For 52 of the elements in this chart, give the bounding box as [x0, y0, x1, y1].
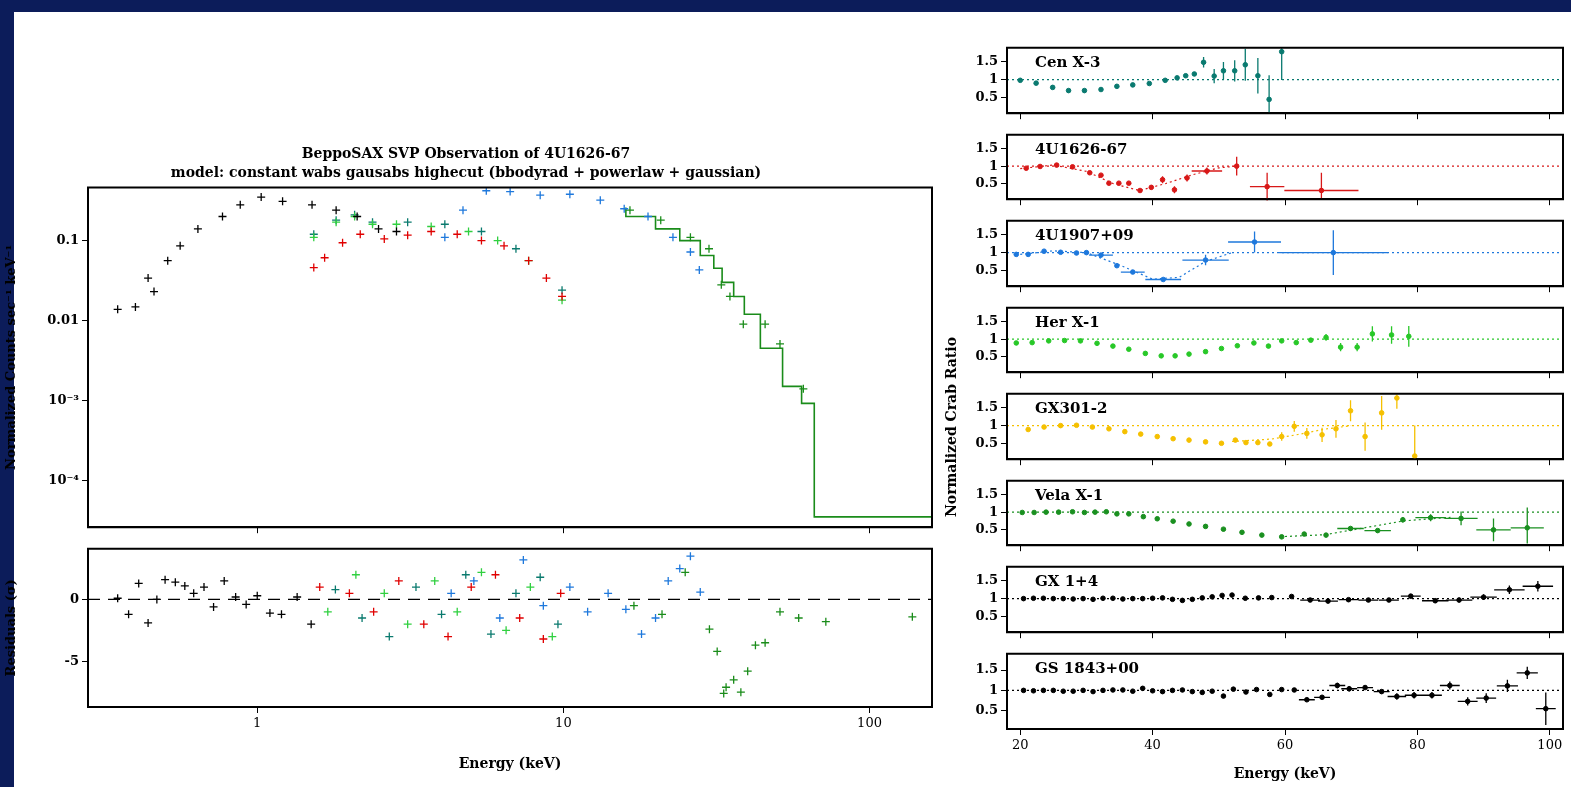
y-tick-label: 0.5: [975, 347, 998, 363]
chart-title: Vela X-1: [1034, 486, 1104, 505]
y-tick-label: 0.5: [975, 702, 998, 718]
y-tick-label: 1: [988, 243, 998, 259]
x-tick-label: 20: [1011, 737, 1029, 753]
y-tick-label: 1: [988, 589, 998, 605]
y-tick-label: -5: [64, 652, 79, 668]
y-tick-label: 1.5: [975, 313, 998, 329]
text: GX 1+4: [1035, 572, 1099, 591]
y-tick-label: 1.5: [975, 399, 998, 415]
y-tick-label: 1.5: [975, 661, 998, 677]
y-tick-label: 1: [988, 70, 998, 86]
y-tick-label: 1: [988, 681, 998, 697]
chart-title: GS 1843+00: [1035, 659, 1140, 678]
x-axis-title: Energy (keV): [1233, 765, 1337, 782]
chart-subtitle: model: constant wabs gausabs highecut (bbodyrad + powerlaw + gaussian): [170, 163, 762, 180]
chart-title: Her X-1: [1035, 313, 1100, 332]
x-tick-label: 10: [555, 715, 572, 731]
y-tick-label: 1.5: [975, 226, 998, 242]
x-tick-label: 80: [1409, 737, 1426, 753]
y-tick-label: 0.1: [56, 231, 79, 247]
x-axis-title: Energy (keV): [458, 755, 562, 772]
y-tick-label: 1: [988, 503, 998, 519]
x-tick-label: 60: [1276, 737, 1294, 753]
text: GX301-2: [1035, 399, 1108, 418]
y-tick-label: 0.5: [975, 88, 998, 104]
y-tick-label: 0.5: [975, 261, 998, 277]
chart-title: BeppoSAX SVP Observation of 4U1626-67: [301, 145, 631, 162]
y-axis-title: Residuals (σ): [3, 579, 19, 677]
y-tick-label: 1.5: [975, 486, 998, 502]
x-tick-label: 100: [1537, 737, 1563, 753]
y-tick-label: 1: [988, 330, 998, 346]
y-tick-label: 0.5: [975, 174, 998, 190]
y-axis-title: Normalized Crab Ratio: [943, 337, 959, 517]
y-tick-label: 0.5: [975, 520, 998, 536]
x-tick-label: 1: [253, 715, 262, 731]
y-tick-label: 0.5: [975, 434, 998, 450]
text: Cen X-3: [1035, 53, 1101, 72]
y-tick-label: 0: [69, 590, 79, 606]
y-tick-label: 1.5: [975, 140, 998, 156]
y-tick-label: 1.5: [975, 53, 998, 69]
y-tick-label: 0.5: [975, 607, 998, 623]
x-tick-label: 100: [857, 715, 882, 731]
y-tick-label: 1: [988, 416, 998, 432]
y-tick-label: 0.01: [47, 311, 79, 327]
y-tick-label: 1.5: [975, 572, 998, 588]
chart-title: 4U1626-67: [1035, 140, 1128, 159]
y-tick-label: 1: [988, 157, 998, 173]
y-tick-label: 10⁻⁴: [48, 471, 80, 487]
y-tick-label: 10⁻³: [48, 391, 80, 407]
x-tick-label: 40: [1144, 737, 1161, 753]
text: 4U1907+09: [1035, 226, 1134, 245]
